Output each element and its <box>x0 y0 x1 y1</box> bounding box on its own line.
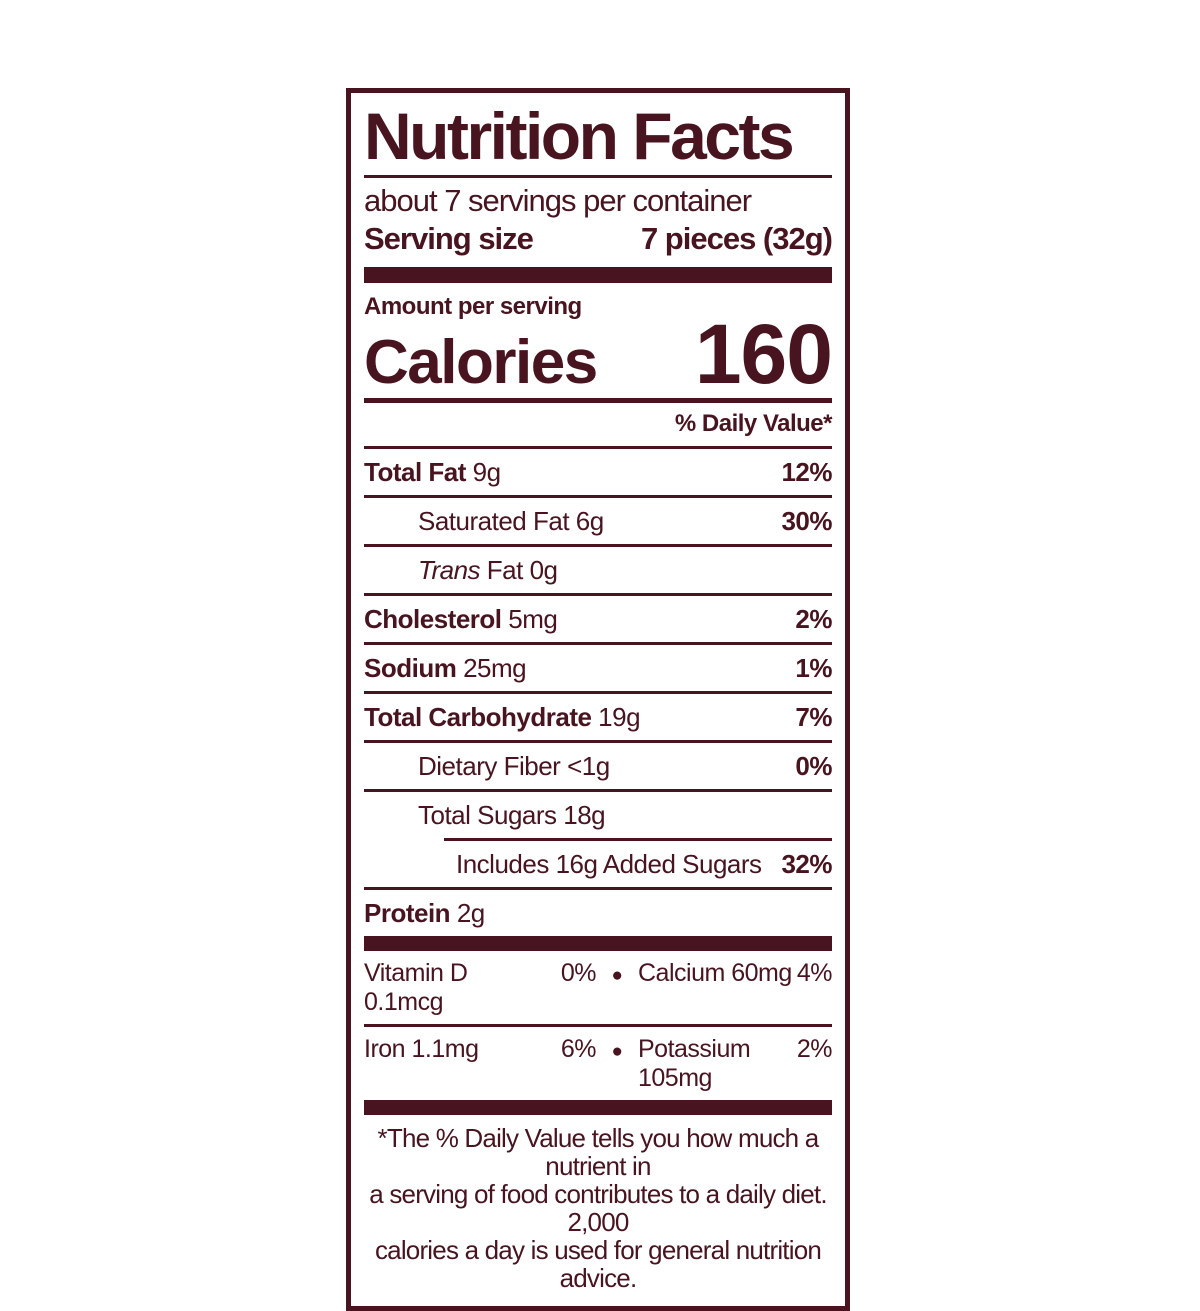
micronutrient-name: Calcium 60mg <box>638 959 792 988</box>
nutrient-name: Saturated Fat <box>418 506 570 537</box>
servings-per-container: about 7 servings per container <box>364 183 752 218</box>
nutrient-name: Fat <box>486 555 524 586</box>
micronutrient-row-iron-potassium: Iron 1.1mg 6% ● Potassium 105mg 2% <box>364 1024 833 1100</box>
nutrient-dv: 32% <box>781 849 832 880</box>
nutrient-row-added-sugars: Includes 16g Added Sugars 32% <box>444 838 832 887</box>
micronutrient-rows: Vitamin D 0.1mcg 0% ● Calcium 60mg 4% Ir… <box>364 951 833 1100</box>
nutrient-name: Total Fat <box>364 457 466 488</box>
nutrient-amount: 6g <box>575 506 604 537</box>
nutrient-dv: 30% <box>781 506 832 537</box>
micronutrient-dv: 6% <box>560 1035 597 1064</box>
nutrient-rows: Total Fat 9g 12% Saturated Fat 6g 30% Tr… <box>364 449 832 936</box>
nutrient-row-saturated-fat: Saturated Fat 6g 30% <box>364 495 832 544</box>
nutrient-dv: 2% <box>795 604 832 635</box>
bullet-separator-icon: ● <box>611 965 623 987</box>
nutrient-name: Total Sugars <box>418 800 557 831</box>
nutrient-amount: 0g <box>529 555 558 586</box>
nutrient-amount: <1g <box>567 751 610 782</box>
nutrient-name: Includes 16g Added Sugars <box>456 849 762 880</box>
nutrient-name: Sodium <box>364 653 457 684</box>
micronutrient-dv: 2% <box>796 1035 833 1064</box>
nutrient-dv: 0% <box>795 751 832 782</box>
nutrient-dv: 1% <box>795 653 832 684</box>
nutrient-row-trans-fat: Trans Fat 0g <box>364 544 832 593</box>
section-divider-bar <box>364 936 832 952</box>
nutrient-amount: 25mg <box>463 653 527 684</box>
micronutrient-name: Iron 1.1mg <box>364 1035 479 1064</box>
micronutrient-dv: 4% <box>796 959 833 988</box>
daily-value-footnote: *The % Daily Value tells you how much a … <box>364 1115 832 1294</box>
serving-size-row: Serving size 7 pieces (32g) <box>364 218 833 267</box>
footnote-line: *The % Daily Value tells you how much a … <box>377 1123 820 1182</box>
nutrient-name-italic: Trans <box>418 555 481 586</box>
nutrient-name: Protein <box>364 898 451 929</box>
bullet-separator-icon: ● <box>611 1041 623 1063</box>
nutrient-dv: 12% <box>781 457 832 488</box>
daily-value-header: % Daily Value* <box>364 403 833 450</box>
calories-row: Calories 160 <box>364 306 833 404</box>
serving-size-value: 7 pieces (32g) <box>640 220 833 256</box>
nutrient-amount: 18g <box>563 800 606 831</box>
amount-per-serving-label: Amount per serving <box>364 292 582 320</box>
micronutrient-name: Vitamin D 0.1mcg <box>364 959 468 1017</box>
nutrient-name: Cholesterol <box>364 604 502 635</box>
nutrition-facts-label: Nutrition Facts about 7 servings per con… <box>346 88 850 1311</box>
section-divider-bar <box>364 1100 832 1116</box>
nutrient-amount: 19g <box>598 702 641 733</box>
micronutrient-dv: 0% <box>560 959 597 988</box>
micronutrient-row-vitamin-d-calcium: Vitamin D 0.1mcg 0% ● Calcium 60mg 4% <box>364 951 833 1024</box>
nutrient-row-protein: Protein 2g <box>364 887 832 936</box>
footnote-line: calories a day is used for general nutri… <box>374 1235 822 1294</box>
nutrient-row-total-fat: Total Fat 9g 12% <box>364 449 832 495</box>
nutrient-row-cholesterol: Cholesterol 5mg 2% <box>364 593 832 642</box>
nutrient-row-total-sugars: Total Sugars 18g <box>364 789 832 838</box>
nutrient-row-dietary-fiber: Dietary Fiber <1g 0% <box>364 740 832 789</box>
nutrient-row-sodium: Sodium 25mg 1% <box>364 642 832 691</box>
nutrient-amount: 9g <box>472 457 501 488</box>
nutrient-name: Total Carbohydrate <box>364 702 592 733</box>
nutrient-amount: 2g <box>456 898 485 929</box>
nutrient-dv: 7% <box>795 702 832 733</box>
section-divider-bar <box>364 266 832 283</box>
footnote-line: a serving of food contributes to a daily… <box>369 1179 827 1238</box>
micronutrient-name: Potassium 105mg <box>638 1035 751 1093</box>
nutrient-amount: 5mg <box>508 604 558 635</box>
calories-label: Calories <box>364 327 598 397</box>
nutrient-row-total-carbohydrate: Total Carbohydrate 19g 7% <box>364 691 832 740</box>
serving-size-label: Serving size <box>364 220 534 256</box>
label-title: Nutrition Facts <box>364 97 832 178</box>
nutrient-name: Dietary Fiber <box>418 751 561 782</box>
calories-value: 160 <box>694 306 833 401</box>
